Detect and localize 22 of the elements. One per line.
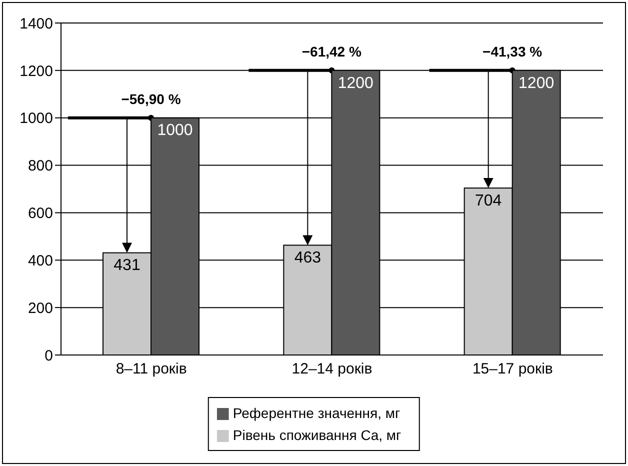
y-tick-label: 1200 xyxy=(20,62,53,80)
y-tick-label: 1000 xyxy=(20,110,53,128)
annotation: −56,90 % xyxy=(121,90,182,107)
data-label: 704 xyxy=(474,192,502,210)
data-label: 1200 xyxy=(338,74,374,92)
annotation: −61,42 % xyxy=(302,43,362,60)
legend-label: Референтне значення, мг xyxy=(232,405,400,421)
data-label: 1200 xyxy=(518,74,554,92)
annotation: −41,33 % xyxy=(482,43,543,60)
y-tick-label: 800 xyxy=(28,158,53,175)
x-tick-label: 8–11 років xyxy=(116,360,187,378)
x-tick-label: 15–17 років xyxy=(472,360,553,378)
y-tick-label: 400 xyxy=(28,252,53,270)
y-tick-label: 1400 xyxy=(20,15,53,32)
y-tick-label: 600 xyxy=(28,205,53,222)
data-label: 463 xyxy=(294,250,322,267)
x-tick-label: 12–14 років xyxy=(292,360,372,378)
data-label: 431 xyxy=(114,257,140,274)
y-tick-label: 0 xyxy=(44,347,53,364)
data-label: 1000 xyxy=(157,122,193,140)
y-tick-label: 200 xyxy=(28,300,53,317)
legend-label: Рівень споживання Ca, мг xyxy=(232,427,402,443)
